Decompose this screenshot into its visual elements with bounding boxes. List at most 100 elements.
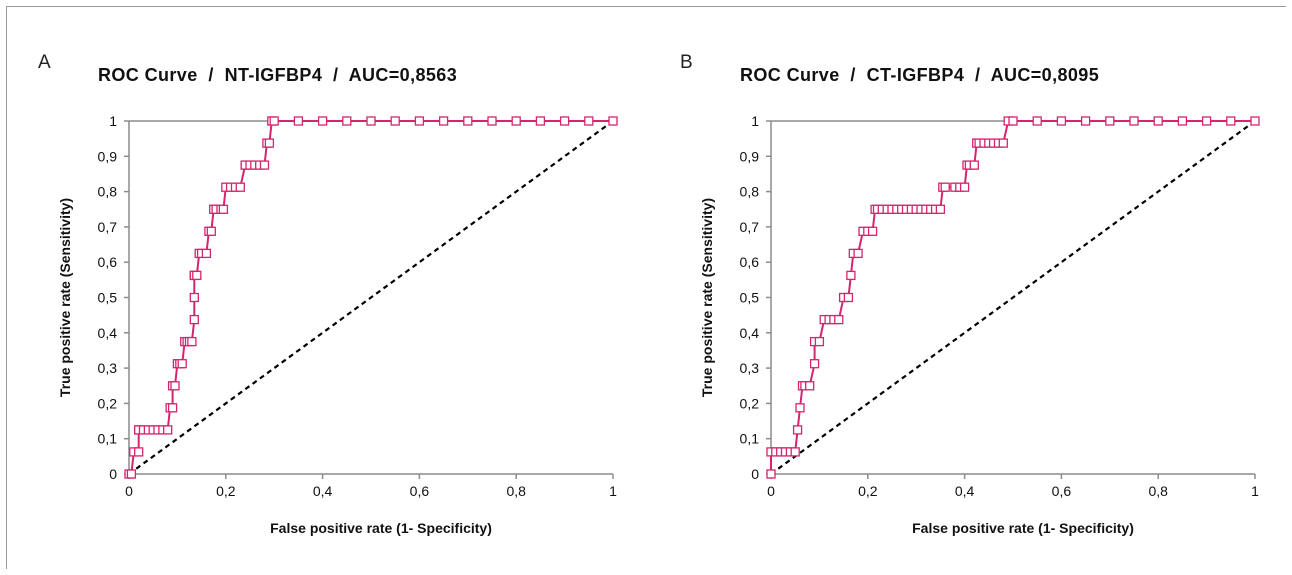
chart-a-x-tick-label: 1 (609, 483, 617, 499)
chart-a-roc-point (189, 292, 199, 303)
chart-a-roc-point (206, 226, 216, 236)
chart-a-roc-point (535, 116, 546, 126)
chart-b-roc-point (853, 248, 863, 259)
chart-a-roc-point (463, 116, 473, 126)
chart-a-roc-point (366, 116, 376, 126)
chart-a-roc-point (390, 116, 400, 126)
chart-a-roc-point (192, 270, 202, 281)
chart-b-roc-point (795, 403, 805, 413)
chart-a-roc-point (487, 116, 497, 126)
chart-a-x-tick-label: 0 (125, 483, 133, 499)
chart-a-roc-point (218, 204, 229, 214)
chart-b-y-tick-label: 0,7 (740, 219, 760, 235)
chart-a-y-tick-label: 0,7 (98, 219, 118, 235)
chart-b-roc-point (790, 447, 800, 457)
figure-frame (6, 6, 1286, 569)
chart-a-roc-point (342, 116, 352, 126)
chart-a-y-tick-label: 0,2 (98, 395, 118, 411)
chart-b-y-tick-label: 0 (751, 466, 759, 482)
chart-b-roc-point (969, 160, 979, 170)
chart-a-x-tick-label: 0,4 (313, 483, 333, 499)
chart-b-y-tick-label: 0,3 (740, 360, 760, 376)
chart-a-roc-point (414, 116, 425, 126)
chart-b-roc-point (1153, 116, 1163, 126)
chart-b-panel-letter: B (680, 52, 693, 73)
chart-a-roc-point (259, 160, 270, 170)
chart-a-roc-point (201, 248, 212, 259)
chart-b-y-tick-label: 0,5 (740, 290, 760, 306)
chart-b-roc-point (1080, 116, 1091, 126)
chart-b-roc-point (846, 270, 856, 281)
chart-a-roc-point (559, 116, 570, 126)
chart-b-roc-point (809, 359, 820, 369)
chart-b-roc-point (1056, 116, 1067, 126)
chart-a-roc-point (269, 116, 279, 126)
chart-a-x-axis-label: False positive rate (1- Specificity) (270, 520, 492, 536)
chart-b-x-axis-label: False positive rate (1- Specificity) (912, 520, 1134, 536)
chart-b-y-tick-label: 1 (751, 113, 759, 129)
chart-b-roc-point (1226, 116, 1236, 126)
chart-a-roc-point (189, 314, 199, 325)
chart-b-roc-point (1250, 116, 1260, 126)
chart-b-y-tick-label: 0,4 (740, 325, 760, 341)
chart-a-roc-point (163, 425, 173, 435)
chart-a-y-tick-label: 1 (109, 113, 117, 129)
chart-b-x-tick-label: 1 (1251, 483, 1259, 499)
chart-a-y-tick-label: 0,6 (98, 254, 118, 270)
chart-a-roc-point (134, 447, 144, 457)
chart-b-y-tick-label: 0,1 (740, 431, 760, 447)
chart-a-roc-point (235, 182, 245, 192)
chart-b-roc-point (867, 226, 878, 236)
chart-a-x-tick-label: 0,6 (410, 483, 430, 499)
chart-b-x-tick-label: 0,2 (858, 483, 878, 499)
chart-b-x-tick-label: 0,4 (955, 483, 975, 499)
chart-b-roc-point (1177, 116, 1188, 126)
chart-a-roc-point (167, 403, 178, 413)
chart-b-title: ROC Curve / CT-IGFBP4 / AUC=0,8095 (740, 65, 1099, 85)
chart-a-y-tick-label: 0,9 (98, 148, 118, 164)
chart-b-x-tick-label: 0,8 (1148, 483, 1168, 499)
chart-b-chance-diagonal (770, 120, 1256, 475)
chart-a-roc-point (126, 469, 137, 479)
chart-a-y-tick-label: 0,5 (98, 290, 118, 306)
chart-b-roc-point (1032, 116, 1042, 126)
chart-a-roc-point (584, 116, 594, 126)
chart-a-roc-point (317, 116, 328, 126)
chart-a-y-tick-label: 0,1 (98, 431, 118, 447)
chart-b-y-tick-label: 0,6 (740, 254, 760, 270)
chart-a-roc-point (608, 116, 618, 126)
chart-b-roc-point (1008, 116, 1018, 126)
chart-b-roc-point (814, 336, 825, 347)
chart-a-y-tick-label: 0,8 (98, 184, 118, 200)
chart-a-y-axis-label: True positive rate (Sensitivity) (57, 198, 73, 397)
chart-b-panel: B ROC Curve / CT-IGFBP4 / AUC=0,8095 0 0,1 0… (680, 52, 1260, 536)
chart-b-roc-point (1201, 116, 1212, 126)
chart-a-x-tick-label: 0,2 (216, 483, 236, 499)
chart-a-panel: A ROC Curve / NT-IGFBP4 / AUC=0,8563 0 0,1 0… (38, 52, 618, 536)
chart-a-roc-point (170, 381, 180, 391)
chart-b-y-tick-label: 0,2 (740, 395, 760, 411)
chart-b-y-tick-label: 0,9 (740, 148, 760, 164)
chart-a-roc-point (177, 359, 187, 369)
chart-b-roc-point (1129, 116, 1139, 126)
chart-b-x-tick-label: 0,6 (1052, 483, 1072, 499)
chart-b-roc-point (998, 138, 1008, 148)
chart-b-roc-point (959, 182, 970, 192)
chart-b-roc-point (935, 204, 946, 214)
chart-a-chance-diagonal (128, 120, 614, 475)
chart-a-y-tick-label: 0 (109, 466, 117, 482)
chart-b-roc-point (940, 182, 950, 192)
chart-a-roc-point (511, 116, 521, 126)
chart-b-roc-point (766, 469, 776, 479)
chart-b-y-tick-label: 0,8 (740, 184, 760, 200)
chart-b-roc-point (843, 292, 854, 303)
chart-a-title: ROC Curve / NT-IGFBP4 / AUC=0,8563 (98, 65, 457, 85)
chart-a-y-tick-label: 0,3 (98, 360, 118, 376)
chart-b-roc-point (792, 425, 803, 435)
chart-b-roc-point (1105, 116, 1115, 126)
chart-a-roc-point (438, 116, 449, 126)
chart-b-x-tick-label: 0 (767, 483, 775, 499)
chart-b-roc-point (834, 314, 844, 325)
chart-a-x-tick-label: 0,8 (506, 483, 526, 499)
